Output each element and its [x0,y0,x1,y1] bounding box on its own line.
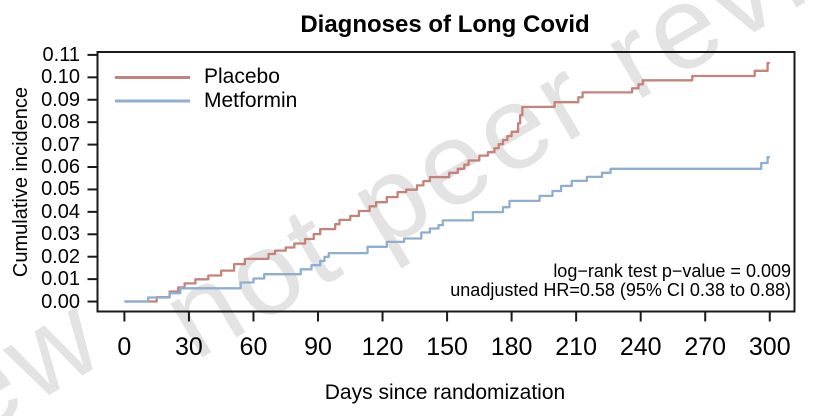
plot-box [96,51,796,313]
y-tick-label: 0.01 [41,268,80,291]
x-tick-label: 30 [175,333,203,361]
y-tick-label: 0.00 [41,290,80,313]
y-tick-label: 0.09 [41,88,80,111]
x-tick-label: 150 [426,333,468,361]
y-tick-label: 0.10 [41,66,80,89]
x-tick-label: 180 [490,333,533,361]
y-tick-label: 0.04 [41,200,80,223]
x-tick-label: 90 [304,333,332,361]
x-tick-label: 120 [361,333,404,361]
legend-label-placebo: Placebo [204,65,280,88]
chart-title: Diagnoses of Long Covid [300,11,590,38]
y-tick-label: 0.11 [42,43,80,66]
x-tick-label: 240 [619,333,662,361]
y-tick-label: 0.05 [41,178,80,201]
x-tick-label: 0 [117,333,132,361]
x-tick-label: 210 [555,333,597,361]
x-tick-label: 300 [748,333,791,361]
y-tick-label: 0.07 [41,133,80,156]
x-axis-title: Days since randomization [324,381,566,404]
annotation-hazard-ratio: unadjusted HR=0.58 (95% CI 0.38 to 0.88) [450,280,791,300]
annotation-logrank: log−rank test p−value = 0.009 [553,261,791,281]
series-line-metformin [124,156,770,303]
x-tick-label: 60 [239,333,268,361]
y-tick-label: 0.03 [41,223,80,246]
y-tick-label: 0.06 [41,156,80,179]
legend-label-metformin: Metformin [204,89,298,112]
y-tick-label: 0.02 [41,245,80,268]
x-tick-label: 270 [684,333,727,361]
series-line-placebo [124,61,770,303]
y-tick-label: 0.08 [41,111,80,134]
